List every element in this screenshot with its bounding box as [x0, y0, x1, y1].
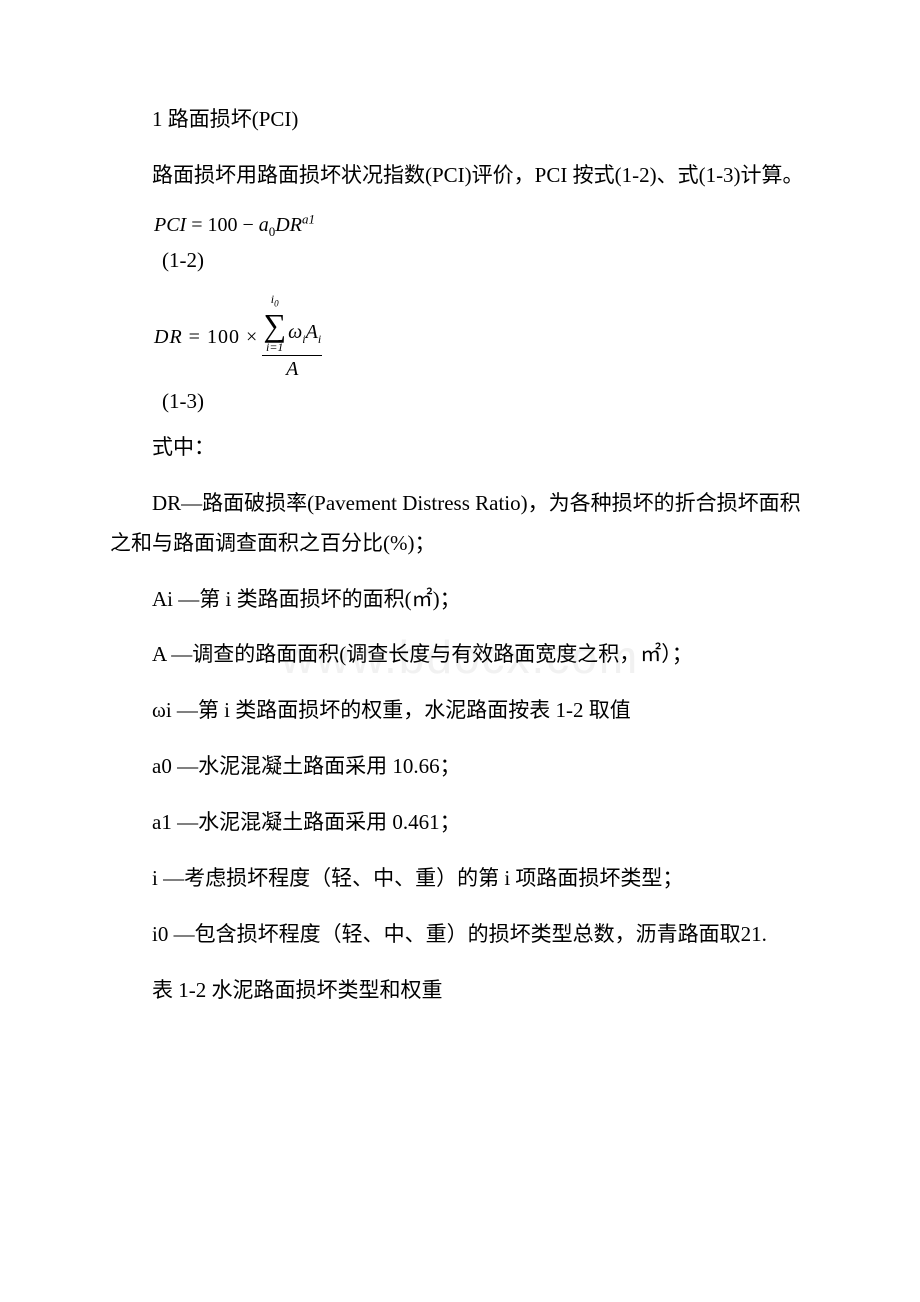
equation-1: PCI = 100 − a0DRa1	[154, 212, 810, 241]
eq1-minus: −	[238, 214, 259, 236]
desc-a0: a0 —水泥混凝土路面采用 10.66；	[110, 747, 810, 787]
eq2-term: ωiAi	[288, 321, 321, 353]
desc-dr: DR—路面破损率(Pavement Distress Ratio)，为各种损坏的…	[110, 484, 810, 564]
desc-wi: ωi —第 i 类路面损坏的权重，水泥路面按表 1-2 取值	[110, 691, 810, 731]
eq2-dr: DR	[154, 326, 183, 348]
eq2-fraction: i0 ∑ i=1 ωiAi A	[262, 293, 322, 380]
eq1-hundred: 100	[208, 214, 238, 236]
eq2-omega: ω	[288, 321, 302, 343]
eq2-A-sub: i	[318, 332, 321, 346]
section-heading: 1 路面损坏(PCI)	[110, 100, 810, 140]
eq2-sigma-symbol: ∑	[263, 309, 286, 341]
eq2-equals: =	[183, 326, 207, 348]
desc-i0: i0 —包含损坏程度（轻、中、重）的损坏类型总数，沥青路面取21.	[110, 915, 810, 955]
intro-paragraph: 路面损坏用路面损坏状况指数(PCI)评价，PCI 按式(1-2)、式(1-3)计…	[110, 156, 810, 196]
desc-a: A —调查的路面面积(调查长度与有效路面宽度之积，㎡）；	[110, 635, 810, 675]
table-caption: 表 1-2 水泥路面损坏类型和权重	[110, 971, 810, 1011]
desc-a1: a1 —水泥混凝土路面采用 0.461；	[110, 803, 810, 843]
desc-ai: Ai —第 i 类路面损坏的面积(㎡)；	[110, 580, 810, 620]
desc-i: i —考虑损坏程度（轻、中、重）的第 i 项路面损坏类型；	[110, 859, 810, 899]
eq2-sigma-group: i0 ∑ i=1	[263, 293, 286, 352]
eq1-equals: =	[186, 214, 207, 236]
eq2-times: ×	[240, 326, 258, 348]
eq1-pci: PCI	[154, 214, 186, 236]
eq2-numerator: i0 ∑ i=1 ωiAi	[262, 293, 322, 355]
eq1-a-sup: a1	[302, 212, 315, 227]
eq1-a: a	[259, 214, 269, 236]
where-label: 式中：	[110, 428, 810, 468]
eq1-dr: DR	[275, 214, 302, 236]
equation-1-number: (1-2)	[162, 248, 810, 273]
eq2-coef: 100	[207, 326, 240, 348]
eq2-denominator: A	[286, 356, 298, 381]
equation-2: DR = 100 × i0 ∑ i=1 ωiAi A	[154, 293, 810, 380]
eq2-A: A	[306, 321, 318, 343]
equation-2-number: (1-3)	[162, 389, 810, 414]
